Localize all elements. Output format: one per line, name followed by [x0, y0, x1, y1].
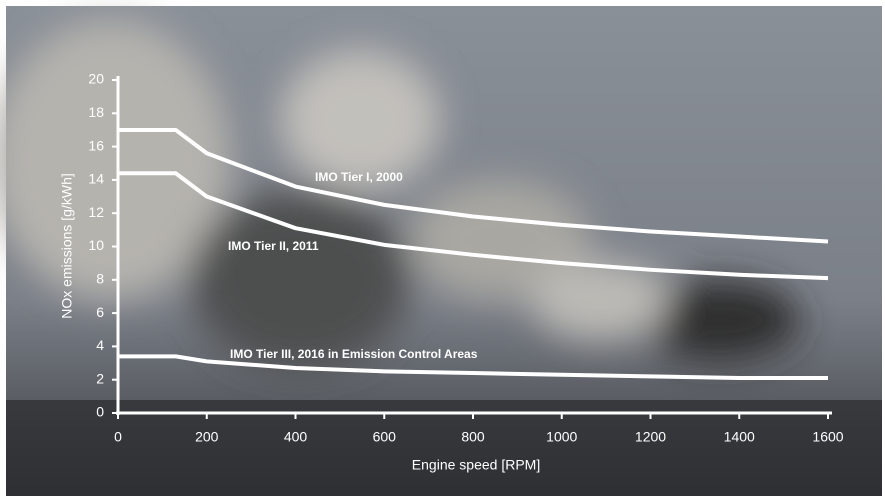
line	[118, 171, 829, 281]
smoke	[0, 20, 800, 370]
x-tick-label: 400	[284, 429, 308, 445]
x-tick-label: 1400	[724, 429, 755, 445]
y-tick-label: 2	[96, 370, 104, 386]
x-axis-label: Engine speed [RPM]	[412, 457, 540, 473]
x-tick-label: 1000	[546, 429, 577, 445]
series-label: IMO Tier I, 2000	[315, 170, 403, 184]
y-tick-label: 20	[88, 71, 104, 87]
x-tick-label: 800	[461, 429, 485, 445]
y-tick-label: 0	[96, 404, 104, 420]
line	[118, 354, 828, 381]
y-tick-label: 6	[96, 304, 104, 320]
y-tick-label: 16	[88, 137, 104, 153]
y-tick-label: 10	[88, 237, 104, 253]
y-tick-label: 12	[88, 204, 104, 220]
y-axis-label: NOx emissions [g/kWh]	[59, 173, 75, 318]
y-tick-label: 18	[88, 104, 104, 120]
line	[118, 127, 829, 244]
x-tick-label: 0	[114, 429, 122, 445]
series-label: IMO Tier III, 2016 in Emission Control A…	[230, 347, 478, 361]
y-tick-label: 4	[96, 337, 104, 353]
series-label: IMO Tier II, 2011	[228, 239, 319, 253]
x-tick-label: 1200	[635, 429, 666, 445]
y-tick-label: 8	[96, 271, 104, 287]
shore	[6, 400, 882, 496]
x-tick-label: 1600	[812, 429, 843, 445]
y-tick-label: 14	[88, 171, 104, 187]
x-tick-label: 600	[373, 429, 397, 445]
x-tick-label: 200	[195, 429, 219, 445]
